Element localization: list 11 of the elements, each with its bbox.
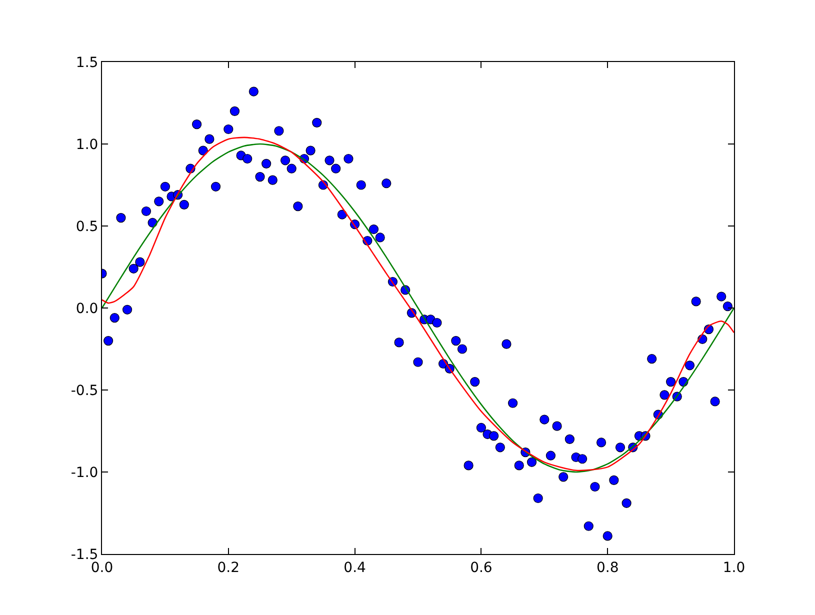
x-tick-label: 0.6 (470, 560, 492, 576)
y-tick-label: 1.5 (76, 54, 98, 71)
x-tick-label: 1.0 (722, 560, 746, 576)
y-tick-label: -1.0 (70, 464, 98, 481)
x-tick-label: 0.2 (217, 560, 240, 576)
y-tick-label: 0.5 (76, 218, 98, 235)
y-tick-label: -0.5 (70, 382, 98, 399)
y-tick-label: 0.0 (76, 300, 98, 317)
y-tick-label: 1.0 (76, 136, 98, 153)
x-tick-label: 0.4 (344, 560, 366, 576)
x-tick-label: 0.8 (596, 560, 619, 576)
